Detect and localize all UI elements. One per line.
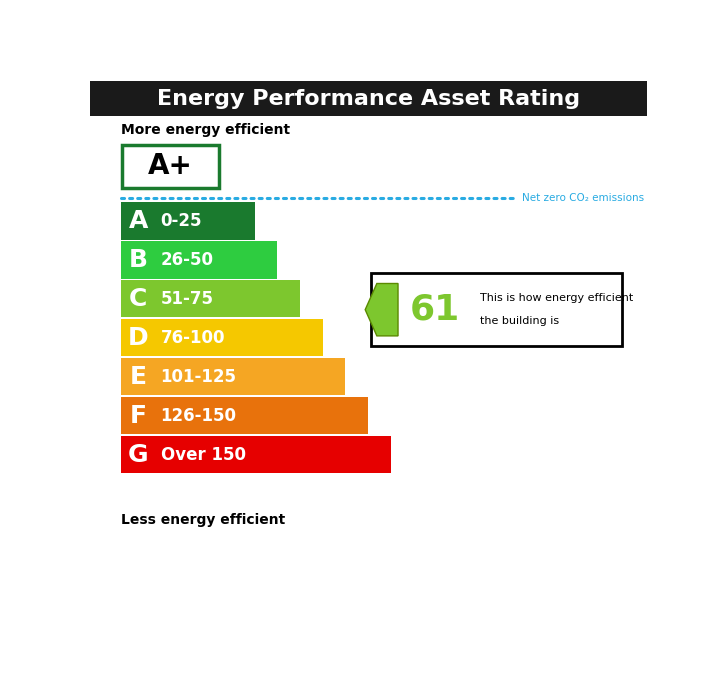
Bar: [121, 280, 300, 317]
Text: A: A: [129, 209, 148, 233]
Text: 0-25: 0-25: [160, 212, 202, 230]
Bar: [121, 397, 367, 435]
Text: F: F: [130, 404, 147, 428]
Text: 51-75: 51-75: [160, 290, 214, 308]
Text: This is how energy efficient: This is how energy efficient: [480, 293, 633, 303]
Text: 126-150: 126-150: [160, 407, 237, 425]
Bar: [121, 241, 277, 279]
Bar: [90, 81, 647, 116]
Text: 76-100: 76-100: [160, 329, 225, 347]
Text: E: E: [130, 364, 147, 389]
Text: B: B: [129, 248, 148, 272]
Text: 26-50: 26-50: [160, 251, 214, 269]
Polygon shape: [365, 284, 398, 336]
Bar: [121, 319, 323, 356]
Bar: [121, 436, 390, 473]
Text: C: C: [129, 287, 147, 310]
Text: More energy efficient: More energy efficient: [121, 124, 290, 138]
Text: Energy Performance Asset Rating: Energy Performance Asset Rating: [157, 88, 580, 109]
Bar: [121, 202, 255, 240]
Text: the building is: the building is: [480, 316, 559, 326]
Text: Over 150: Over 150: [160, 446, 246, 464]
Text: D: D: [128, 326, 149, 350]
Bar: [121, 358, 344, 396]
Text: G: G: [128, 443, 149, 466]
Bar: [122, 145, 219, 188]
Text: Less energy efficient: Less energy efficient: [121, 514, 285, 527]
Text: 61: 61: [411, 293, 460, 327]
Bar: [371, 273, 622, 346]
Text: 101-125: 101-125: [160, 368, 237, 385]
Text: A+: A+: [148, 153, 193, 180]
Text: Net zero CO₂ emissions: Net zero CO₂ emissions: [522, 193, 644, 203]
